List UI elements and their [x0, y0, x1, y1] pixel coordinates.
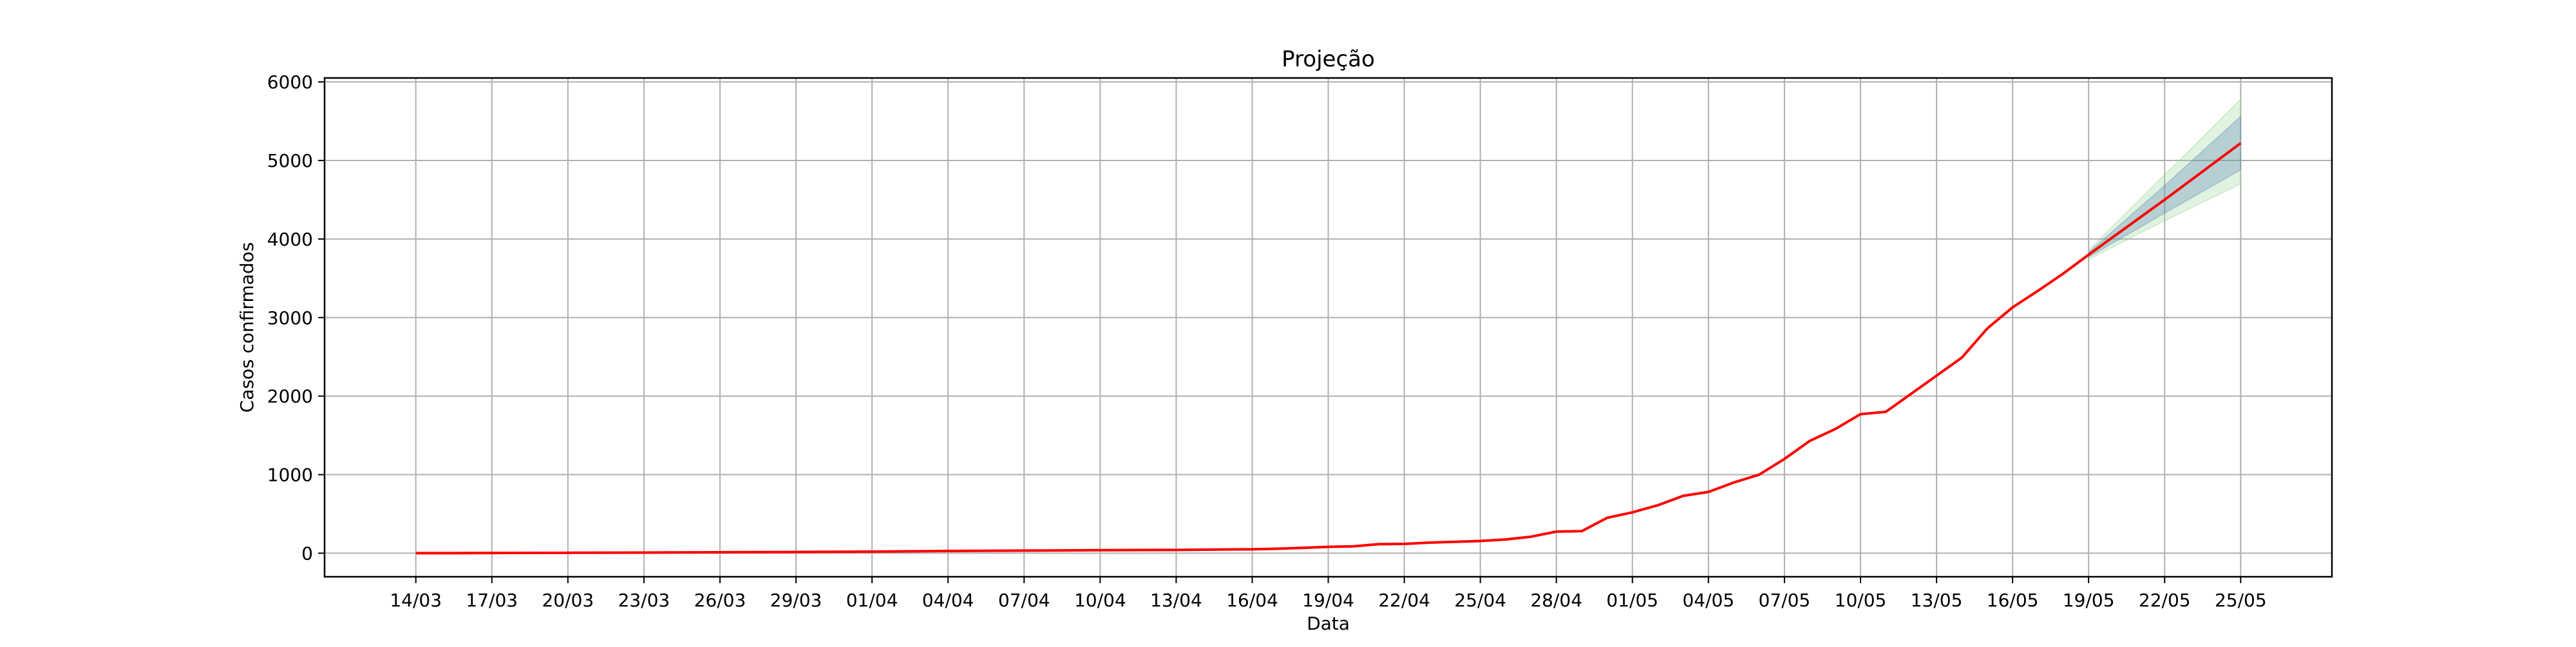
x-tick-label: 23/03 [618, 590, 670, 611]
x-tick-label: 16/05 [1987, 590, 2039, 611]
band-layer [2088, 98, 2242, 260]
x-tick-label: 10/05 [1835, 590, 1887, 611]
x-tick-label: 28/04 [1530, 590, 1582, 611]
tick-layer: 14/03 17/03 20/03 23/03 26/03 29/03 01/04 04/04… [267, 72, 2267, 611]
x-tick-label: 22/04 [1378, 590, 1430, 611]
x-tick-label: 04/04 [922, 590, 974, 611]
x-tick-label: 26/03 [694, 590, 746, 611]
y-axis-label: Casos confirmados [236, 242, 258, 413]
y-tick-label: 4000 [267, 229, 313, 250]
confidence-band-outer [2088, 98, 2242, 260]
x-tick-label: 19/05 [2063, 590, 2115, 611]
y-tick-label: 0 [301, 543, 313, 564]
confidence-band-inner [2088, 115, 2242, 258]
series-line [415, 142, 2242, 555]
x-tick-label: 10/04 [1074, 590, 1126, 611]
line-layer [415, 142, 2242, 555]
x-tick-label: 16/04 [1226, 590, 1278, 611]
x-tick-label: 01/05 [1606, 590, 1658, 611]
y-tick-label: 1000 [267, 465, 313, 486]
y-tick-label: 6000 [267, 72, 313, 93]
x-tick-label: 14/03 [390, 590, 442, 611]
y-tick-label: 5000 [267, 150, 313, 171]
x-tick-label: 20/03 [542, 590, 594, 611]
x-tick-label: 25/05 [2215, 590, 2267, 611]
x-tick-label: 22/05 [2139, 590, 2191, 611]
chart-title: Projeção [1282, 46, 1375, 72]
x-tick-label: 07/04 [998, 590, 1050, 611]
grid-layer [325, 78, 2332, 577]
x-tick-label: 04/05 [1682, 590, 1734, 611]
x-axis-label: Data [1307, 613, 1350, 634]
x-tick-label: 13/04 [1150, 590, 1202, 611]
y-tick-label: 3000 [267, 307, 313, 329]
y-tick-label: 2000 [267, 386, 313, 407]
x-tick-label: 13/05 [1911, 590, 1963, 611]
x-tick-label: 19/04 [1302, 590, 1354, 611]
x-tick-label: 07/05 [1759, 590, 1811, 611]
x-tick-label: 17/03 [466, 590, 518, 611]
x-tick-label: 01/04 [846, 590, 898, 611]
x-tick-label: 29/03 [770, 590, 822, 611]
x-tick-label: 25/04 [1454, 590, 1506, 611]
